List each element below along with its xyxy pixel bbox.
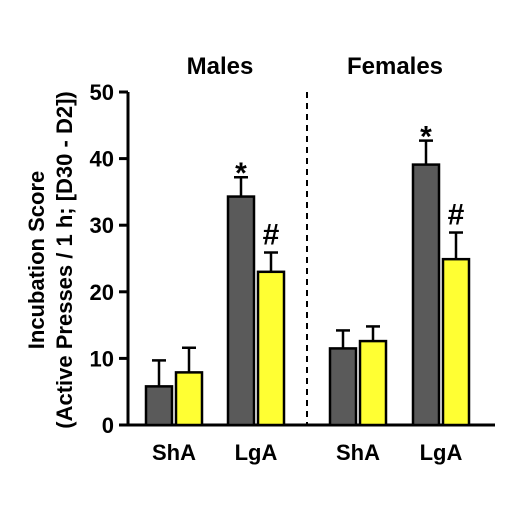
bar bbox=[146, 386, 172, 425]
y-axis-label-line1: Incubation Score bbox=[24, 171, 49, 349]
significance-hash: # bbox=[263, 219, 280, 252]
y-tick-label: 50 bbox=[90, 80, 114, 105]
group-title: Males bbox=[187, 53, 254, 80]
y-axis-label-line2: (Active Presses / 1 h; [D30 - D2]) bbox=[52, 91, 77, 428]
y-tick-label: 0 bbox=[102, 413, 114, 438]
x-category-label: ShA bbox=[152, 440, 196, 465]
bar bbox=[443, 259, 469, 425]
bar bbox=[176, 372, 202, 425]
bar bbox=[330, 348, 356, 425]
bar bbox=[360, 341, 386, 425]
y-tick-label: 20 bbox=[90, 280, 114, 305]
bar bbox=[258, 272, 284, 425]
y-ticks: 0 10 20 30 40 50 bbox=[90, 80, 128, 438]
bar bbox=[228, 197, 254, 425]
y-tick-label: 10 bbox=[90, 346, 114, 371]
y-tick-label: 40 bbox=[90, 147, 114, 172]
significance-hash: # bbox=[448, 199, 465, 232]
y-axis-label: Incubation Score (Active Presses / 1 h; … bbox=[24, 91, 77, 428]
group-title: Females bbox=[347, 53, 443, 80]
y-tick-label: 30 bbox=[90, 213, 114, 238]
significance-star: * bbox=[420, 121, 432, 154]
significance-star: * bbox=[235, 157, 247, 190]
x-category-label: LgA bbox=[420, 440, 463, 465]
x-category-label: LgA bbox=[235, 440, 278, 465]
x-category-label: ShA bbox=[336, 440, 380, 465]
bar bbox=[413, 165, 439, 425]
